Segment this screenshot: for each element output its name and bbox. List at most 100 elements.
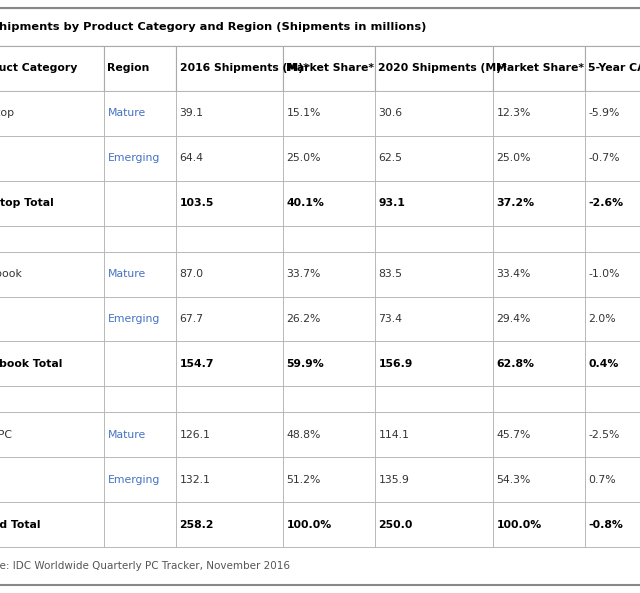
Bar [175,91,282,136]
Bar [104,251,175,296]
Text: -2.6%: -2.6% [589,198,623,208]
Text: 25.0%: 25.0% [497,153,531,163]
Bar [493,342,584,387]
Bar [0,296,104,342]
Bar [104,457,175,502]
Bar [104,91,175,136]
Text: Notebook: Notebook [0,269,22,279]
Bar [584,502,640,547]
Text: 2020 Shipments (M)*: 2020 Shipments (M)* [378,63,508,74]
Text: Total PC: Total PC [0,430,13,440]
Bar [584,342,640,387]
Bar [175,181,282,225]
Bar [0,387,104,412]
Text: Desktop: Desktop [0,109,15,118]
Text: 83.5: 83.5 [378,269,403,279]
Text: -5.9%: -5.9% [589,109,620,118]
Bar [175,502,282,547]
Text: 54.3%: 54.3% [497,475,531,484]
Bar [493,46,584,91]
Bar [493,502,584,547]
Text: 103.5: 103.5 [179,198,214,208]
Text: 33.7%: 33.7% [287,269,321,279]
Text: 114.1: 114.1 [378,430,410,440]
Bar [282,296,374,342]
Bar [374,181,493,225]
Bar [493,136,584,181]
Text: 25.0%: 25.0% [287,153,321,163]
Text: 73.4: 73.4 [378,314,403,324]
Bar [0,502,104,547]
Bar [0,91,104,136]
Text: 2.0%: 2.0% [589,314,616,324]
Text: 30.6: 30.6 [378,109,403,118]
Bar [584,457,640,502]
Bar [282,342,374,387]
Bar [493,251,584,296]
Bar [493,457,584,502]
Bar [374,387,493,412]
Bar [104,181,175,225]
Text: 33.4%: 33.4% [497,269,531,279]
Text: 258.2: 258.2 [179,519,214,530]
Text: Market Share*: Market Share* [497,63,584,74]
Bar [374,412,493,457]
Bar [584,136,640,181]
Bar [584,91,640,136]
Text: 29.4%: 29.4% [497,314,531,324]
Bar [175,387,282,412]
Bar [175,136,282,181]
Bar [584,251,640,296]
Bar [104,387,175,412]
Bar [374,342,493,387]
Text: Source: IDC Worldwide Quarterly PC Tracker, November 2016: Source: IDC Worldwide Quarterly PC Track… [0,561,291,571]
Text: -0.8%: -0.8% [589,519,623,530]
Text: 93.1: 93.1 [378,198,405,208]
Bar [0,412,104,457]
Bar [104,502,175,547]
Text: 37.2%: 37.2% [497,198,534,208]
Bar [584,387,640,412]
Bar [0,547,640,585]
Text: Emerging: Emerging [108,475,160,484]
Bar [0,181,104,225]
Bar [493,181,584,225]
Text: 2016 Shipments (M)*: 2016 Shipments (M)* [179,63,308,74]
Bar [0,225,104,251]
Text: Emerging: Emerging [108,153,160,163]
Bar [282,46,374,91]
Bar [0,136,104,181]
Text: 250.0: 250.0 [378,519,413,530]
Text: 154.7: 154.7 [179,359,214,369]
Bar [104,136,175,181]
Bar [104,296,175,342]
Bar [175,296,282,342]
Text: 62.8%: 62.8% [497,359,534,369]
Bar [374,136,493,181]
Bar [175,225,282,251]
Bar [175,342,282,387]
Bar [374,91,493,136]
Bar [374,251,493,296]
Text: 156.9: 156.9 [378,359,413,369]
Bar [493,412,584,457]
Bar [584,296,640,342]
Text: -2.5%: -2.5% [589,430,620,440]
Bar [175,412,282,457]
Bar [282,412,374,457]
Text: Mature: Mature [108,430,146,440]
Text: 135.9: 135.9 [378,475,410,484]
Bar [584,225,640,251]
Text: 26.2%: 26.2% [287,314,321,324]
Text: 40.1%: 40.1% [287,198,324,208]
Bar [493,91,584,136]
Text: -1.0%: -1.0% [589,269,620,279]
Text: PC Shipments by Product Category and Region (Shipments in millions): PC Shipments by Product Category and Reg… [0,22,427,32]
Bar [0,342,104,387]
Text: 87.0: 87.0 [179,269,204,279]
Bar [374,296,493,342]
Text: 64.4: 64.4 [179,153,204,163]
Text: 0.4%: 0.4% [589,359,619,369]
Text: 45.7%: 45.7% [497,430,531,440]
Text: Mature: Mature [108,109,146,118]
